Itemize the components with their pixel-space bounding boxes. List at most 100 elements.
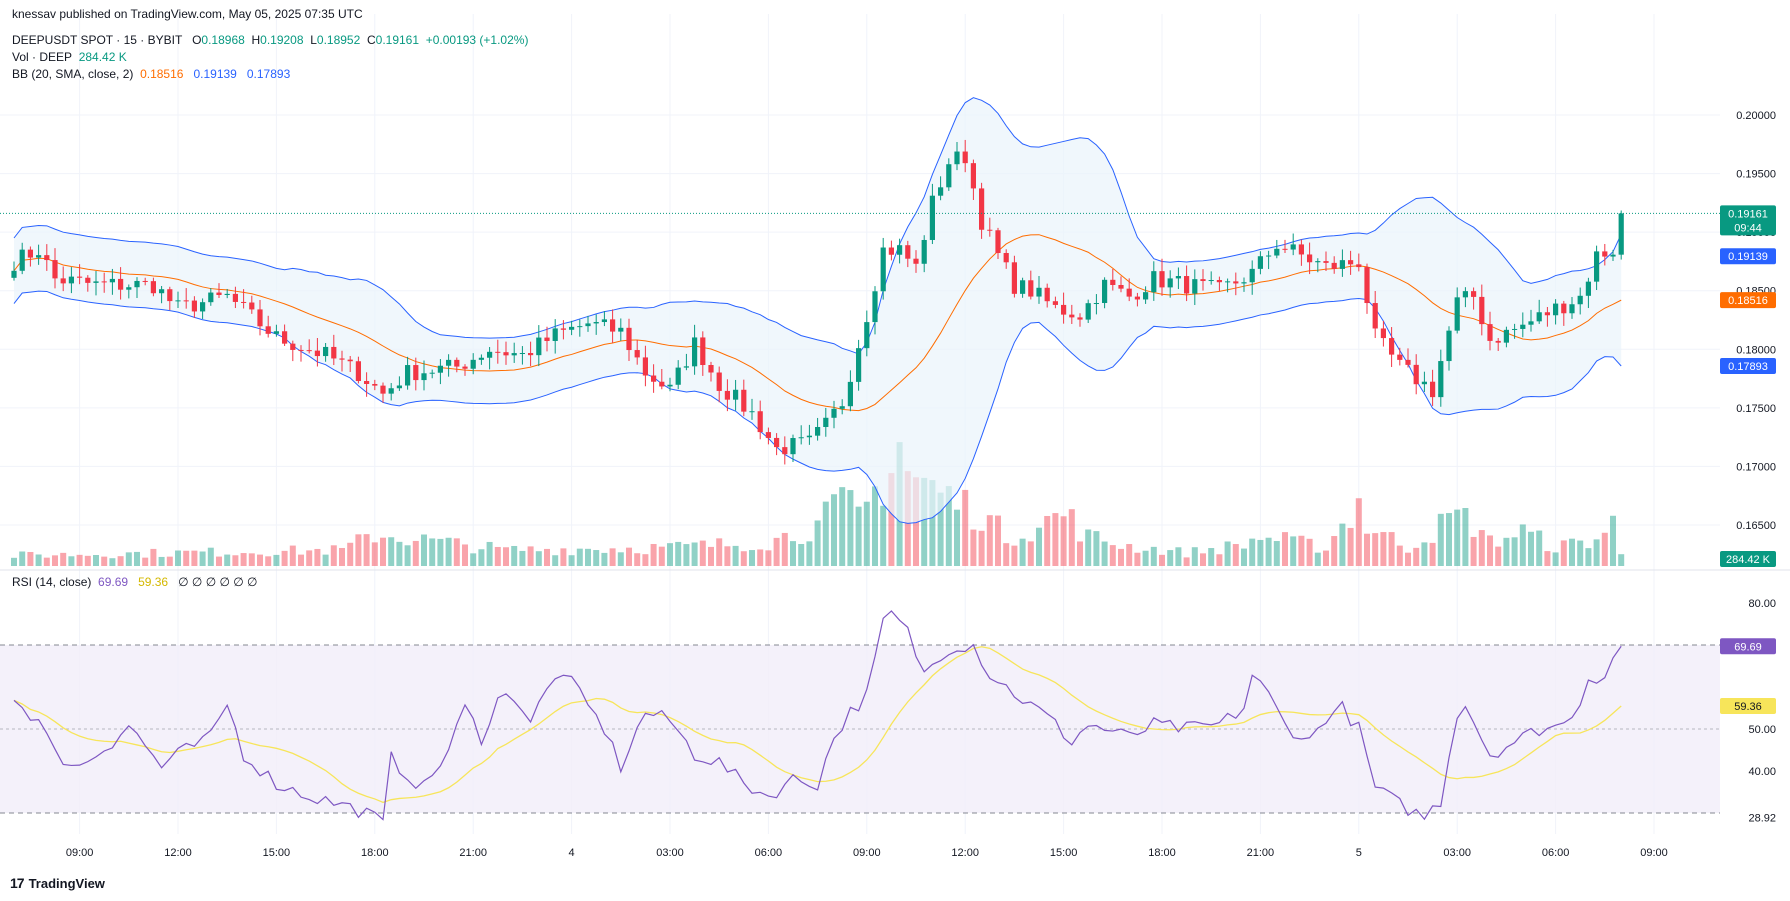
volume-bar (330, 545, 337, 566)
candle-body (733, 389, 739, 400)
candle-body (716, 372, 722, 391)
volume-bar (43, 557, 50, 566)
candle-body (700, 337, 706, 366)
volume-bar (872, 486, 878, 566)
volume-bar (535, 551, 542, 566)
candle-body (856, 348, 862, 382)
volume-bar (207, 547, 214, 566)
tradingview-logo[interactable]: 17 TradingView (10, 875, 105, 891)
candle-body (1438, 361, 1444, 398)
candle-body (36, 255, 42, 258)
rsi-tag (1720, 638, 1776, 655)
volume-bar (1175, 547, 1182, 566)
candle-body (1167, 278, 1173, 288)
candle-body (1553, 303, 1559, 316)
volume-bar (306, 550, 313, 566)
candle-body (44, 255, 50, 261)
candle-body (265, 326, 271, 334)
volume-bar (978, 530, 985, 566)
volume-tag-text: 284.42 K (1726, 554, 1771, 566)
candle-body (1487, 324, 1493, 341)
candle-body (339, 358, 345, 360)
volume-bar (1380, 532, 1387, 566)
candle-body (692, 337, 698, 367)
volume-bar (1503, 537, 1510, 566)
volume-bar (1331, 536, 1338, 566)
volume-bar (429, 538, 436, 566)
volume-bar (142, 557, 149, 566)
volume-bar (1093, 531, 1100, 566)
volume-bar (1585, 548, 1592, 566)
volume-bar (954, 509, 960, 566)
volume-bar (166, 556, 173, 566)
candle-body (191, 300, 197, 312)
volume-bar (371, 542, 378, 566)
last-price-tag-text: 0.19161 (1728, 208, 1768, 220)
candle-body (683, 366, 689, 368)
volume-bar (191, 550, 198, 566)
volume-bar (273, 554, 280, 566)
volume-bar (552, 555, 559, 566)
volume-bar (822, 501, 829, 566)
candle-body (1159, 271, 1165, 288)
volume-bar (1150, 546, 1157, 566)
volume-bar (1569, 538, 1575, 566)
volume-bar (1495, 546, 1502, 566)
time-tick-label: 09:00 (853, 847, 881, 859)
candle-body (1102, 279, 1108, 304)
candle-body (1594, 251, 1600, 282)
volume-bar (462, 544, 468, 566)
rsi-value: 69.69 (98, 575, 129, 589)
volume-bar (445, 537, 452, 566)
volume-bar (1462, 508, 1469, 566)
symbol-name[interactable]: DEEPUSDT SPOT · 15 · BYBIT (12, 33, 183, 47)
candle-body (1569, 304, 1575, 314)
candle-body (1561, 303, 1567, 314)
bb-upper-tag (1720, 248, 1776, 265)
volume-bar (314, 548, 321, 566)
rsi-legend[interactable]: RSI (14, close) 69.69 59.36 ∅ ∅ ∅ ∅ ∅ ∅ (12, 575, 258, 589)
candle-body (118, 278, 124, 290)
volume-bar (667, 543, 673, 566)
candle-body (782, 447, 788, 455)
bb-legend[interactable]: BB (20, SMA, close, 2) 0.18516 0.19139 0… (12, 67, 291, 81)
volume-bar (986, 515, 993, 566)
candle-body (1274, 248, 1280, 256)
candle-body (1471, 291, 1477, 297)
volume-bar (732, 545, 739, 566)
volume-bar (199, 551, 206, 566)
bb-upper-line (13, 97, 1622, 355)
volume-bar (609, 548, 616, 566)
volume-bar (1142, 550, 1149, 566)
candle-body (85, 277, 91, 283)
rsi-line (13, 610, 1622, 821)
candle-body (1249, 268, 1255, 283)
volume-bar (1298, 535, 1305, 566)
candle-body (1003, 253, 1009, 263)
volume-bar (1421, 542, 1428, 566)
bb-lower-tag-text: 0.17893 (1728, 361, 1768, 373)
volume-bar (216, 556, 222, 566)
volume-bar (601, 552, 608, 566)
volume-bar (298, 554, 304, 566)
candle-body (962, 151, 968, 164)
candle-body (470, 359, 476, 369)
candle-body (429, 372, 435, 374)
volume-value: 284.42 K (78, 50, 127, 64)
volume-bar (1372, 533, 1379, 566)
candle-body (626, 327, 632, 351)
volume-bar (749, 550, 755, 566)
volume-bar (1314, 552, 1321, 566)
volume-bar (798, 543, 805, 566)
candle-body (1323, 261, 1329, 263)
rsi-ma-line (13, 646, 1622, 804)
volume-legend[interactable]: Vol · DEEP 284.42 K (12, 50, 127, 64)
time-tick-label: 03:00 (656, 847, 684, 859)
candle-body (232, 293, 238, 302)
candle-body (888, 247, 894, 255)
candle-body (1446, 330, 1452, 362)
candle-body (1389, 338, 1395, 355)
symbol-legend: DEEPUSDT SPOT · 15 · BYBIT O0.18968 H0.1… (12, 33, 529, 47)
candle-body (134, 280, 140, 288)
